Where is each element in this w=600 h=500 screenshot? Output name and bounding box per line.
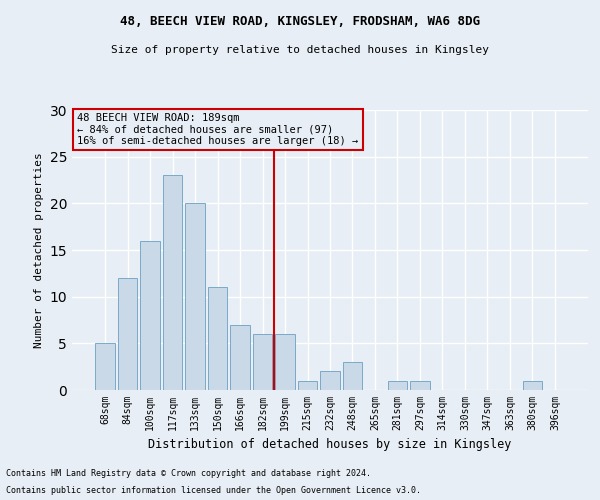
Bar	[343, 362, 362, 390]
Bar	[208, 288, 227, 390]
Bar	[275, 334, 295, 390]
Bar	[523, 380, 542, 390]
Bar	[163, 176, 182, 390]
Text: Contains public sector information licensed under the Open Government Licence v3: Contains public sector information licen…	[6, 486, 421, 495]
Bar	[230, 324, 250, 390]
Text: Contains HM Land Registry data © Crown copyright and database right 2024.: Contains HM Land Registry data © Crown c…	[6, 468, 371, 477]
Bar	[298, 380, 317, 390]
Text: 48, BEECH VIEW ROAD, KINGSLEY, FRODSHAM, WA6 8DG: 48, BEECH VIEW ROAD, KINGSLEY, FRODSHAM,…	[120, 15, 480, 28]
Bar	[320, 372, 340, 390]
Bar	[185, 204, 205, 390]
Bar	[95, 344, 115, 390]
Bar	[253, 334, 272, 390]
Bar	[140, 240, 160, 390]
Bar	[118, 278, 137, 390]
X-axis label: Distribution of detached houses by size in Kingsley: Distribution of detached houses by size …	[148, 438, 512, 452]
Bar	[410, 380, 430, 390]
Bar	[388, 380, 407, 390]
Y-axis label: Number of detached properties: Number of detached properties	[34, 152, 44, 348]
Text: Size of property relative to detached houses in Kingsley: Size of property relative to detached ho…	[111, 45, 489, 55]
Text: 48 BEECH VIEW ROAD: 189sqm
← 84% of detached houses are smaller (97)
16% of semi: 48 BEECH VIEW ROAD: 189sqm ← 84% of deta…	[77, 113, 358, 146]
